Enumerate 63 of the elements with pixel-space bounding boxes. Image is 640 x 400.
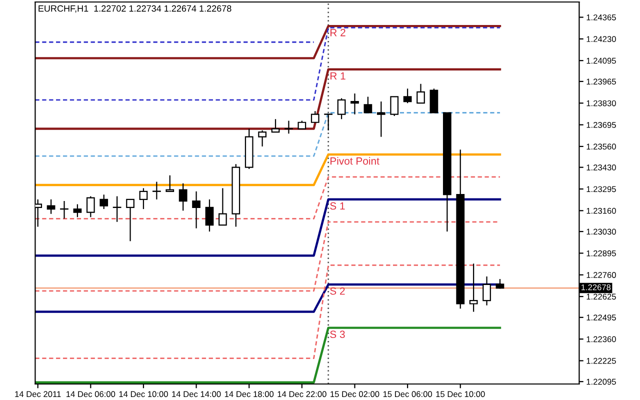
- candlestick: [482, 276, 491, 306]
- x-tick-label: 15 Dec 10:00: [436, 391, 485, 398]
- candlestick: [430, 88, 438, 114]
- y-tick-label: 1.23830: [586, 100, 616, 106]
- y-tick-label: 1.24095: [586, 58, 616, 64]
- candlestick: [139, 188, 148, 210]
- y-tick-label: 1.22760: [586, 272, 616, 278]
- candlestick: [152, 181, 161, 200]
- candlestick: [469, 263, 478, 312]
- annotation: S 1: [330, 202, 345, 210]
- x-tick-label: 14 Dec 06:00: [66, 391, 116, 398]
- y-tick-label: 1.22360: [586, 336, 616, 342]
- candlestick: [178, 182, 188, 212]
- candlestick: [46, 198, 56, 214]
- annotation: S 3: [330, 330, 345, 338]
- candlestick: [284, 120, 293, 134]
- candlestick: [218, 188, 227, 226]
- x-tick-label: 14 Dec 18:00: [224, 391, 274, 398]
- y-tick-label: 1.22495: [586, 314, 616, 320]
- candlestick: [390, 96, 399, 117]
- candlestick: [100, 194, 108, 210]
- candlestick: [166, 174, 174, 192]
- y-tick-label: 1.23560: [586, 144, 616, 150]
- annotation: R 1: [330, 72, 346, 80]
- annotation: R 2: [330, 28, 346, 36]
- y-tick-label: 1.23695: [586, 122, 616, 128]
- candlestick: [192, 190, 200, 229]
- y-tick-label: 1.23295: [586, 186, 616, 192]
- y-tick-label: 1.22895: [586, 250, 616, 256]
- y-tick-label: 1.22625: [586, 294, 616, 300]
- y-tick-label: 1.23160: [586, 208, 616, 214]
- y-tick-label: 1.23430: [586, 164, 616, 170]
- x-tick-label: 15 Dec 02:00: [330, 391, 380, 398]
- chart-title: EURCHF,H1 1.22702 1.22734 1.22674 1.22678: [38, 5, 232, 13]
- y-tick-label: 1.23030: [586, 228, 616, 235]
- candlestick: [258, 130, 266, 148]
- y-tick-label: 1.22095: [586, 378, 616, 385]
- candlestick: [416, 83, 425, 104]
- candlestick: [126, 198, 134, 242]
- candlestick: [350, 92, 359, 115]
- y-tick-label: 1.24365: [586, 14, 616, 20]
- candlestick: [364, 96, 372, 114]
- candlestick: [86, 196, 95, 218]
- x-tick-label: 14 Dec 22:00: [278, 391, 326, 398]
- x-tick-label: 14 Dec 10:00: [119, 391, 168, 398]
- y-tick-label: 1.22225: [586, 358, 616, 364]
- candlestick: [403, 88, 412, 104]
- annotation: Pivot Point: [330, 157, 380, 165]
- candlestick: [310, 110, 320, 123]
- x-tick-label: 14 Dec 2011: [15, 391, 61, 398]
- y-tick-label: 1.24230: [586, 36, 616, 42]
- candlestick: [376, 100, 386, 138]
- candlestick: [271, 118, 280, 133]
- annotation: S 2: [330, 287, 345, 295]
- ref-line-label: 1.22678: [581, 284, 611, 290]
- y-tick-label: 1.23965: [586, 78, 616, 85]
- candlestick: [337, 98, 346, 120]
- x-tick-label: 15 Dec 06:00: [383, 391, 432, 398]
- candlestick: [112, 196, 122, 222]
- candlestick: [73, 204, 82, 218]
- candlestick: [205, 198, 214, 232]
- candlestick: [324, 114, 333, 131]
- x-tick-label: 14 Dec 14:00: [172, 391, 221, 398]
